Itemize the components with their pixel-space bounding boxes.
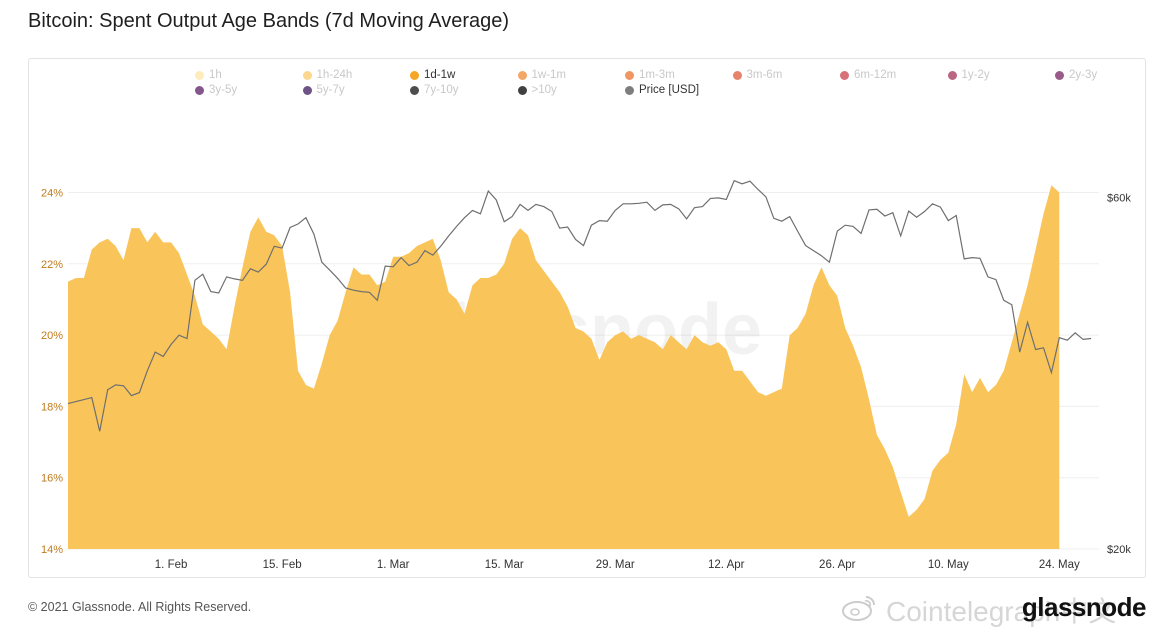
- y-left-tick-label: 18%: [41, 401, 63, 413]
- legend-label: >10y: [531, 84, 557, 96]
- legend-dot-icon: [1055, 70, 1064, 80]
- source-watermark: Cointelegraph中文: [886, 596, 1117, 627]
- legend-item-2y-3y[interactable]: 2y-3y: [1055, 69, 1097, 81]
- y-left-tick-label: 20%: [41, 330, 63, 342]
- chart-title: Bitcoin: Spent Output Age Bands (7d Movi…: [28, 10, 510, 32]
- y-left-tick-label: 24%: [41, 187, 63, 199]
- x-tick-label: 1. Mar: [377, 559, 410, 571]
- legend-dot-icon: [732, 70, 742, 80]
- legend-label: 2y-3y: [1069, 69, 1098, 81]
- x-tick-label: 26. Apr: [819, 559, 856, 571]
- legend-label: 1w-1m: [531, 69, 567, 81]
- legend-label: 1h-24h: [316, 69, 353, 81]
- legend-item-1h[interactable]: 1h: [195, 69, 222, 81]
- legend-dot-icon: [625, 85, 634, 95]
- x-tick-label: 15. Mar: [485, 559, 524, 571]
- legend-label: 1d-1w: [424, 69, 456, 81]
- legend-label: 5y-7y: [316, 84, 345, 96]
- legend-label: 3y-5y: [209, 84, 238, 96]
- legend-item--10y[interactable]: >10y: [517, 84, 557, 96]
- legend-dot-icon: [302, 70, 312, 80]
- glassnode-logo: glassnode: [1021, 592, 1147, 622]
- y-left-tick-label: 22%: [41, 259, 63, 271]
- x-tick-label: 15. Feb: [263, 559, 302, 571]
- legend-label: 1y-2y: [961, 69, 990, 81]
- legend-item-5y-7y[interactable]: 5y-7y: [302, 84, 345, 96]
- legend-label: 7y-10y: [424, 84, 459, 96]
- legend: 1h 1h-24h 1d-1w 1w-1m 1m-3m 3m-6m 6m-12m 1y-2y 2…: [29, 59, 1145, 107]
- y-right-tick-label: $20k: [1107, 544, 1131, 556]
- legend-dot-icon: [302, 85, 312, 95]
- weibo-icon: [842, 596, 875, 621]
- legend-dot-icon: [625, 70, 634, 80]
- legend-item-1w-1m[interactable]: 1w-1m: [517, 69, 567, 81]
- y-left-tick-label: 16%: [41, 473, 63, 485]
- legend-item-3m-6m[interactable]: 3m-6m: [732, 69, 783, 81]
- legend-dot-icon: [195, 70, 204, 80]
- series-area-1d-1w: [68, 185, 1060, 550]
- legend-label: Price [USD]: [639, 84, 700, 96]
- legend-label: 6m-12m: [854, 69, 897, 81]
- x-tick-label: 12. Apr: [708, 559, 745, 571]
- legend-item-6m-12m[interactable]: 6m-12m: [840, 69, 896, 81]
- legend-dot-icon: [195, 85, 204, 95]
- legend-dot-icon: [517, 70, 527, 80]
- legend-item-3y-5y[interactable]: 3y-5y: [195, 84, 237, 96]
- legend-dot-icon: [517, 85, 527, 95]
- legend-item-1y-2y[interactable]: 1y-2y: [947, 69, 990, 81]
- y-left-tick-label: 14%: [41, 544, 63, 556]
- y-right-tick-label: $60k: [1107, 192, 1131, 204]
- x-tick-label: 29. Mar: [596, 559, 635, 571]
- x-tick-label: 1. Feb: [155, 559, 188, 571]
- legend-label: 1h: [209, 69, 222, 81]
- x-tick-label: 24. May: [1039, 559, 1080, 571]
- legend-item-1m-3m[interactable]: 1m-3m: [625, 69, 675, 81]
- legend-item-1d-1w[interactable]: 1d-1w: [410, 69, 455, 81]
- x-tick-label: 10. May: [928, 559, 969, 571]
- legend-dot-icon: [840, 70, 849, 80]
- legend-dot-icon: [947, 70, 957, 80]
- series-line-price: [67, 179, 1092, 432]
- legend-dot-icon: [410, 85, 419, 95]
- legend-dot-icon: [410, 70, 419, 80]
- legend-label: 3m-6m: [746, 69, 783, 81]
- legend-item-1h-24h[interactable]: 1h-24h: [302, 69, 353, 81]
- legend-item-7y-10y[interactable]: 7y-10y: [410, 84, 459, 96]
- legend-label: 1m-3m: [639, 69, 675, 81]
- legend-item-price-usd-[interactable]: Price [USD]: [625, 84, 699, 96]
- copyright-footer: © 2021 Glassnode. All Rights Reserved.: [28, 600, 252, 614]
- chart-panel: 1h 1h-24h 1d-1w 1w-1m 1m-3m 3m-6m 6m-12m 1y-2y 2…: [28, 58, 1146, 578]
